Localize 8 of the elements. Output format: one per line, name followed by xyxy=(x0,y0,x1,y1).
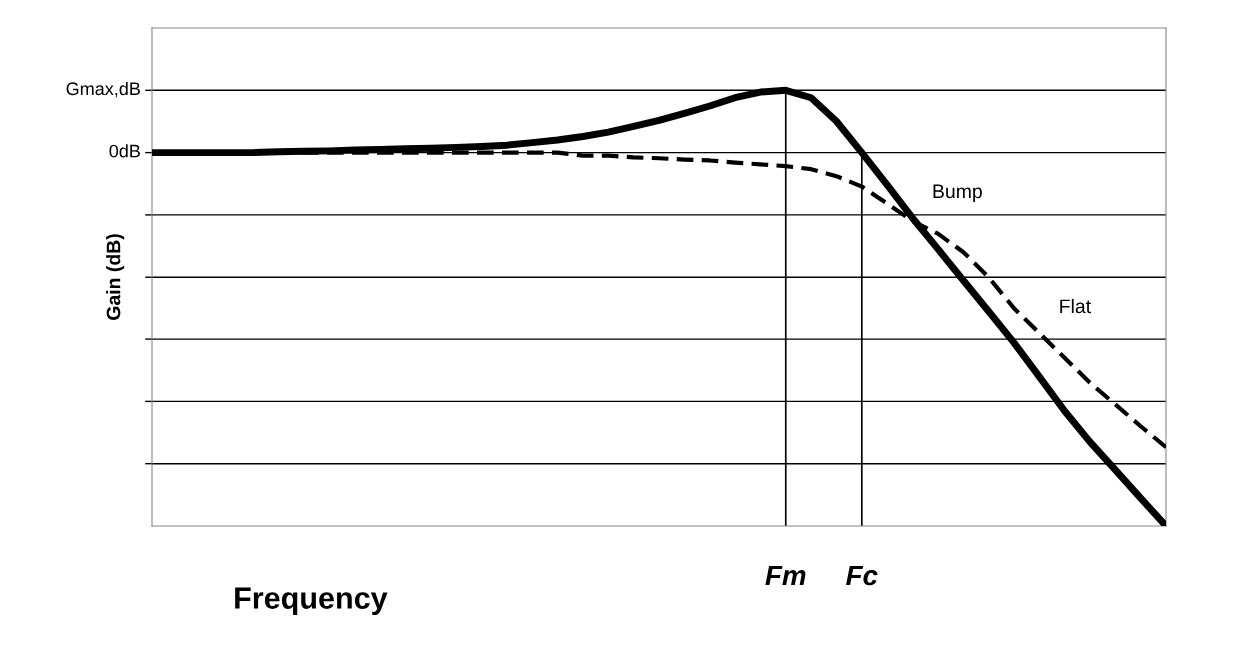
ref-line-label: Gmax,dB xyxy=(66,81,140,98)
x-axis-title: Frequency xyxy=(235,587,388,615)
y-axis-title: Gain (dB) xyxy=(106,234,125,320)
series-label: Bump xyxy=(933,184,982,203)
x-tick-label: Fc xyxy=(846,565,878,586)
ref-line-label: 0dB xyxy=(109,144,140,158)
series-label: Flat xyxy=(1060,298,1091,314)
x-tick-label: Fm xyxy=(765,565,806,586)
